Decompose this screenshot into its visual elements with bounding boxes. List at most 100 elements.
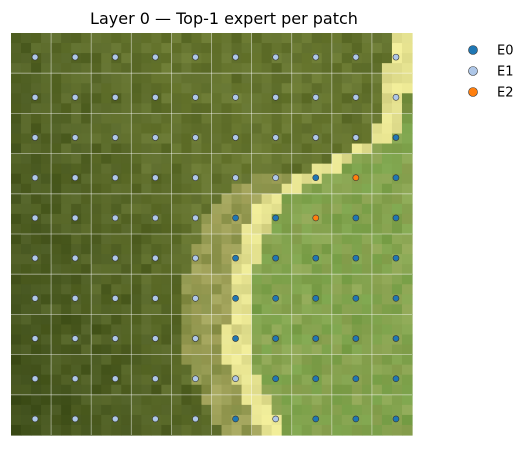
image-pixel <box>131 324 142 336</box>
marker-e1 <box>192 134 199 141</box>
image-pixel <box>211 314 223 326</box>
image-pixel <box>341 33 353 44</box>
image-pixel <box>101 163 112 175</box>
image-pixel <box>281 213 293 225</box>
image-pixel <box>141 344 152 356</box>
image-pixel <box>111 424 122 436</box>
marker-e1 <box>31 375 39 383</box>
image-pixel <box>211 334 223 346</box>
image-pixel <box>161 354 173 366</box>
image-pixel <box>71 103 82 114</box>
image-pixel <box>71 33 82 44</box>
image-pixel <box>311 384 323 396</box>
image-pixel <box>271 394 283 406</box>
image-pixel <box>161 414 173 426</box>
image-pixel <box>261 244 273 255</box>
image-pixel <box>31 234 42 245</box>
image-pixel <box>371 143 383 155</box>
image-pixel <box>381 424 393 436</box>
image-pixel <box>121 223 132 235</box>
image-pixel <box>361 193 373 205</box>
image-pixel <box>121 354 132 366</box>
image-pixel <box>81 93 92 104</box>
image-pixel <box>61 234 72 245</box>
image-pixel <box>221 364 233 376</box>
image-pixel <box>221 223 233 235</box>
image-pixel <box>181 364 193 376</box>
image-pixel <box>161 193 173 205</box>
image-pixel <box>211 183 223 195</box>
marker-e0 <box>232 335 239 342</box>
image-pixel <box>81 133 92 145</box>
image-pixel <box>241 53 253 64</box>
image-pixel <box>331 143 343 155</box>
image-pixel <box>21 53 32 64</box>
image-pixel <box>211 33 223 44</box>
image-pixel <box>201 113 213 125</box>
image-pixel <box>31 324 42 336</box>
image-pixel <box>191 424 203 436</box>
image-pixel <box>401 123 413 135</box>
image-pixel <box>381 304 393 315</box>
image-pixel <box>41 324 52 336</box>
image-pixel <box>311 123 323 135</box>
image-pixel <box>221 73 233 84</box>
image-pixel <box>361 374 373 386</box>
image-pixel <box>301 264 313 275</box>
image-pixel <box>181 33 193 44</box>
image-pixel <box>11 213 22 225</box>
image-pixel <box>21 123 32 135</box>
image-pixel <box>11 324 22 336</box>
image-pixel <box>101 294 112 305</box>
image-pixel <box>11 294 22 305</box>
image-pixel <box>281 133 293 145</box>
image-pixel <box>121 83 132 94</box>
image-pixel <box>241 113 253 125</box>
marker-e1 <box>31 53 39 61</box>
image-pixel <box>191 123 203 135</box>
image-pixel <box>401 73 413 84</box>
image-pixel <box>241 254 253 265</box>
image-pixel <box>51 304 62 315</box>
image-pixel <box>231 43 243 54</box>
image-pixel <box>221 244 233 255</box>
image-pixel <box>331 354 343 366</box>
image-pixel <box>81 294 92 305</box>
image-pixel <box>341 103 353 114</box>
marker-e1 <box>111 94 119 101</box>
image-pixel <box>221 424 233 436</box>
marker-e1 <box>71 254 79 262</box>
legend-marker-e2 <box>468 87 478 97</box>
image-pixel <box>361 394 373 406</box>
image-pixel <box>291 254 303 265</box>
image-pixel <box>261 193 273 205</box>
image-pixel <box>81 364 92 376</box>
image-pixel <box>51 404 62 416</box>
image-pixel <box>51 43 62 54</box>
image-pixel <box>261 173 273 185</box>
image-pixel <box>61 374 72 386</box>
image-pixel <box>181 113 193 125</box>
image-pixel <box>221 183 233 195</box>
image-pixel <box>141 274 152 285</box>
image-pixel <box>31 83 42 94</box>
marker-e1 <box>31 174 39 182</box>
image-pixel <box>11 193 22 205</box>
image-pixel <box>191 344 203 356</box>
image-pixel <box>91 324 102 336</box>
image-pixel <box>281 153 293 165</box>
marker-e1 <box>111 53 119 61</box>
image-pixel <box>401 43 413 54</box>
image-pixel <box>281 394 293 406</box>
image-pixel <box>151 314 162 326</box>
image-pixel <box>101 63 112 74</box>
image-pixel <box>61 404 72 416</box>
image-pixel <box>361 103 373 114</box>
image-pixel <box>121 213 132 225</box>
image-pixel <box>391 384 403 396</box>
image-pixel <box>211 203 223 215</box>
image-pixel <box>191 394 203 406</box>
image-pixel <box>81 374 92 386</box>
image-pixel <box>301 123 313 135</box>
image-pixel <box>71 113 82 125</box>
